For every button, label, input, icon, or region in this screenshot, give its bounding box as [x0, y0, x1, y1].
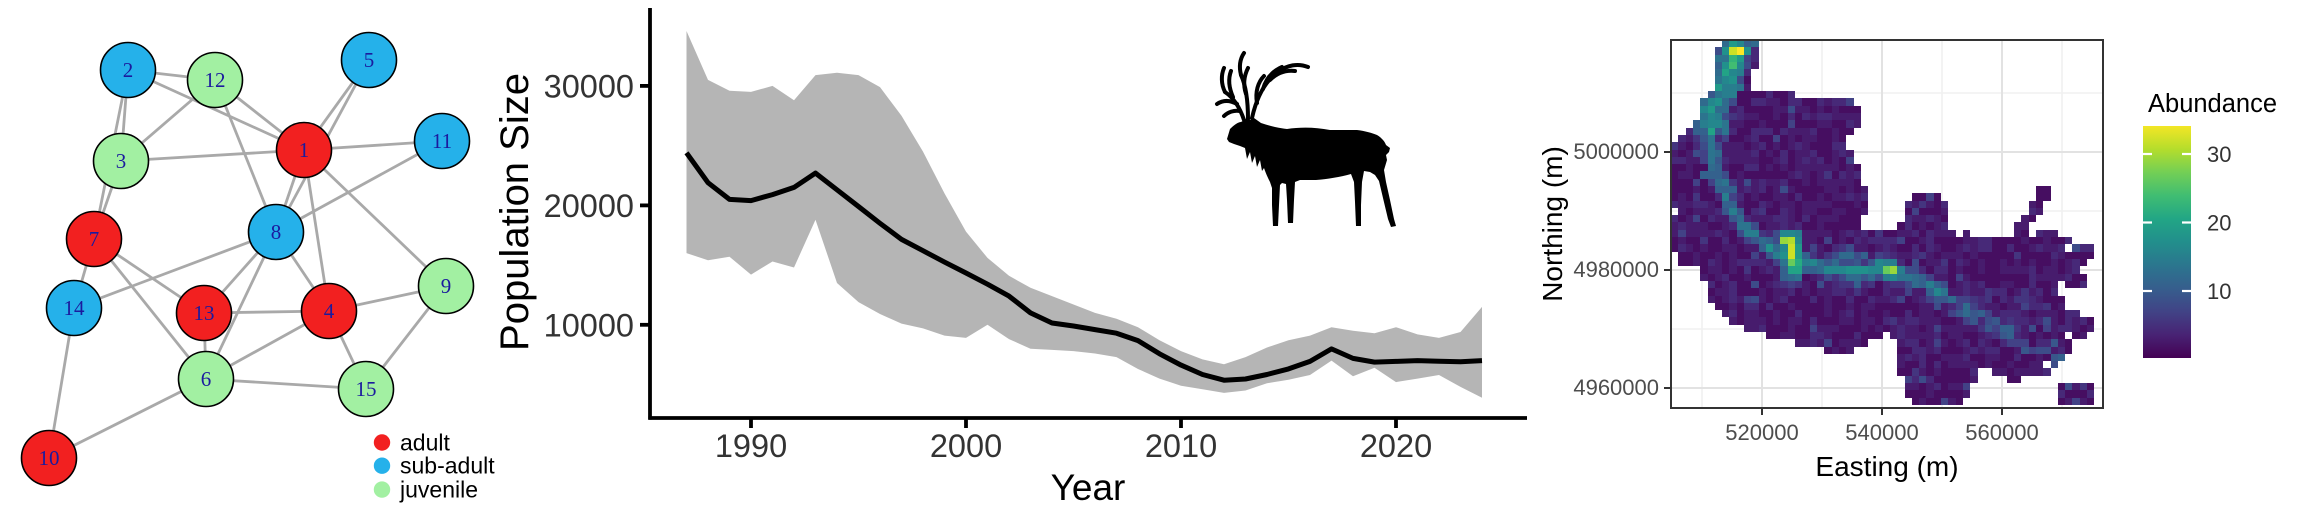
svg-text:540000: 540000	[1845, 420, 1918, 445]
svg-text:5000000: 5000000	[1573, 139, 1659, 164]
svg-text:juvenile: juvenile	[399, 477, 478, 503]
svg-text:Abundance: Abundance	[2148, 90, 2277, 118]
svg-text:12: 12	[205, 68, 226, 92]
svg-text:30000: 30000	[544, 68, 634, 104]
svg-text:Year: Year	[1051, 467, 1126, 508]
svg-text:adult: adult	[400, 430, 450, 456]
svg-text:14: 14	[64, 296, 86, 320]
svg-text:2000: 2000	[930, 428, 1002, 464]
svg-text:6: 6	[201, 367, 212, 391]
svg-text:30: 30	[2207, 142, 2231, 167]
svg-text:7: 7	[89, 227, 100, 251]
svg-text:2010: 2010	[1145, 428, 1217, 464]
svg-text:1990: 1990	[715, 428, 787, 464]
svg-text:560000: 560000	[1965, 420, 2038, 445]
svg-text:20000: 20000	[544, 188, 634, 224]
svg-text:4980000: 4980000	[1573, 257, 1659, 282]
svg-text:8: 8	[271, 220, 282, 244]
svg-text:4960000: 4960000	[1573, 375, 1659, 400]
svg-text:Population Size: Population Size	[493, 73, 537, 351]
svg-text:2: 2	[123, 58, 134, 82]
svg-text:10000: 10000	[544, 307, 634, 343]
svg-text:10: 10	[39, 446, 60, 470]
svg-text:Easting (m): Easting (m)	[1815, 451, 1958, 482]
svg-text:520000: 520000	[1725, 420, 1798, 445]
svg-text:2020: 2020	[1360, 428, 1432, 464]
svg-text:5: 5	[364, 48, 375, 72]
svg-text:10: 10	[2207, 279, 2231, 304]
svg-text:13: 13	[194, 301, 215, 325]
svg-text:Northing (m): Northing (m)	[1537, 146, 1568, 302]
svg-text:15: 15	[356, 377, 377, 401]
svg-text:20: 20	[2207, 211, 2231, 236]
svg-text:9: 9	[441, 274, 452, 298]
svg-text:3: 3	[116, 149, 127, 173]
svg-text:4: 4	[324, 299, 335, 323]
svg-text:sub-adult: sub-adult	[400, 453, 495, 479]
svg-text:11: 11	[432, 129, 452, 153]
svg-text:1: 1	[299, 138, 310, 162]
